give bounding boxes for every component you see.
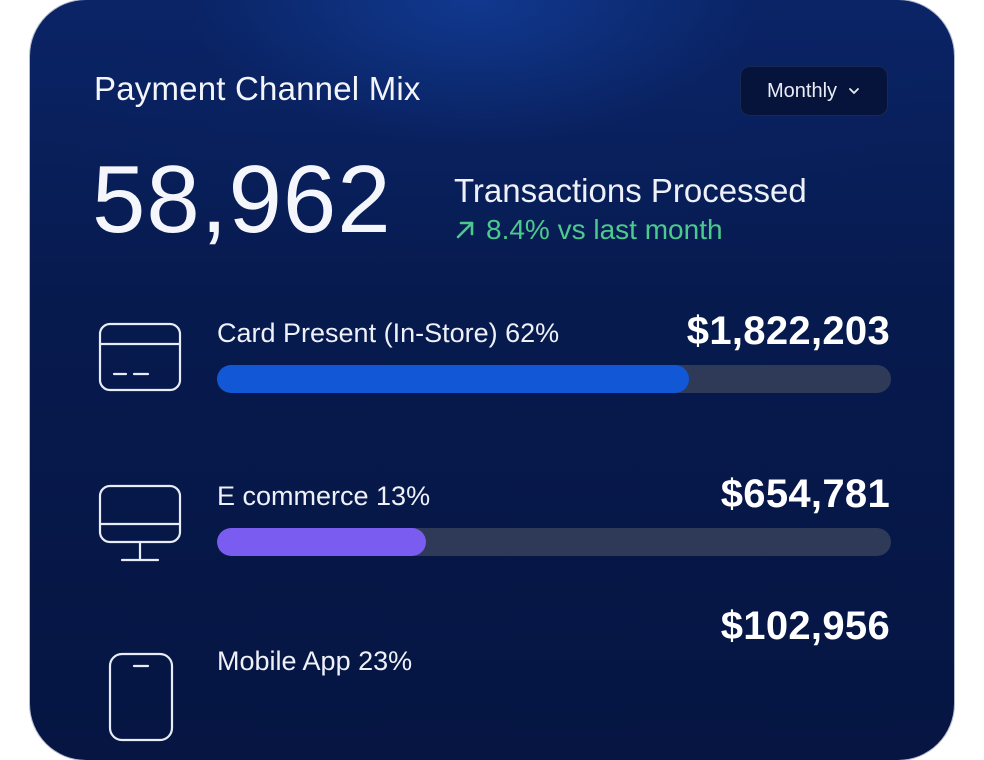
channel-amount: $654,781 <box>720 472 890 516</box>
payment-channel-card: Payment Channel Mix Monthly 58,962 Trans… <box>30 0 954 760</box>
transactions-count: 58,962 <box>92 146 392 253</box>
card-title: Payment Channel Mix <box>94 70 421 107</box>
channel-amount: $102,956 <box>720 604 890 648</box>
channel-progress-fill <box>217 528 426 556</box>
trend-indicator: 8.4% vs last month <box>454 214 723 246</box>
channel-label: Mobile App 23% <box>217 646 413 676</box>
channel-progress-track <box>217 365 891 393</box>
channel-label: E commerce 13% <box>217 481 431 511</box>
channel-amount: $1,822,203 <box>686 309 890 353</box>
monitor-icon <box>98 484 182 562</box>
arrow-up-right-icon <box>456 221 474 239</box>
chevron-down-icon <box>849 88 859 94</box>
mobile-phone-icon <box>108 652 174 742</box>
channel-progress-track <box>217 528 891 556</box>
period-dropdown-value: Monthly <box>766 79 838 102</box>
transactions-label: Transactions Processed <box>454 172 807 209</box>
channel-label: Card Present (In-Store) 62% <box>217 318 560 348</box>
trend-text: 8.4% vs last month <box>486 214 723 245</box>
period-dropdown[interactable]: Monthly <box>740 66 888 116</box>
channel-progress-fill <box>217 365 689 393</box>
credit-card-icon <box>98 322 182 392</box>
